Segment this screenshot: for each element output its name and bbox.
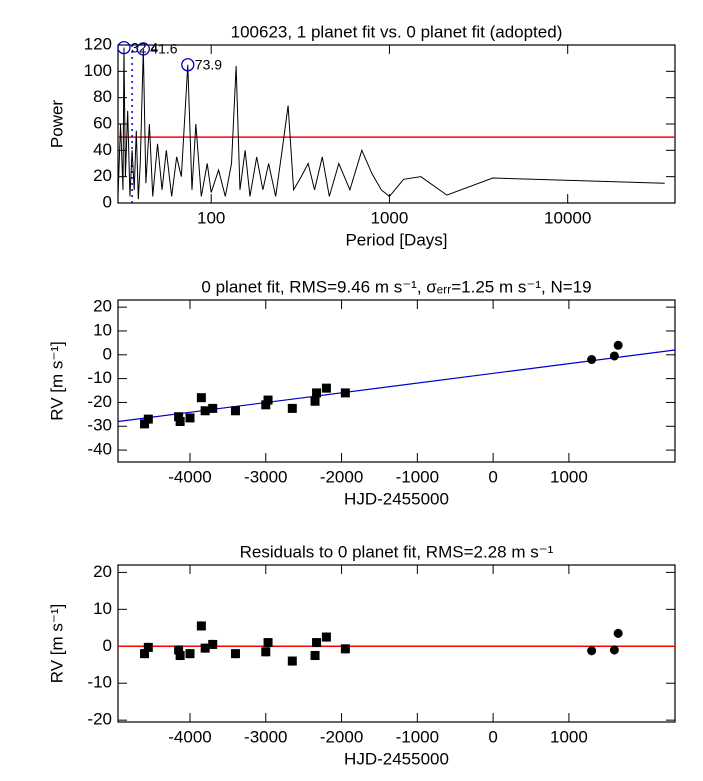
data-point xyxy=(230,406,240,416)
x-tick-label: -1000 xyxy=(396,727,439,746)
data-point xyxy=(185,649,195,659)
y-tick-label: -10 xyxy=(87,368,112,387)
data-point xyxy=(263,638,273,648)
y-axis-label: RV [m s⁻¹] xyxy=(47,604,66,684)
chart-title: Residuals to 0 planet fit, RMS=2.28 m s⁻… xyxy=(240,542,554,561)
x-tick-label: -4000 xyxy=(168,727,211,746)
data-point xyxy=(200,406,210,416)
x-tick-label: -4000 xyxy=(168,467,211,486)
data-point xyxy=(340,644,350,654)
data-point xyxy=(340,388,350,398)
data-point xyxy=(613,628,623,638)
x-tick-label: -1000 xyxy=(396,467,439,486)
data-point xyxy=(321,632,331,642)
data-point xyxy=(208,403,218,413)
y-tick-label: 60 xyxy=(93,113,112,132)
y-tick-label: 20 xyxy=(93,166,112,185)
y-tick-label: -10 xyxy=(87,673,112,692)
data-point xyxy=(175,417,185,426)
data-point xyxy=(613,340,623,350)
plot-frame xyxy=(117,299,676,463)
data-point xyxy=(263,395,273,405)
y-tick-label: 20 xyxy=(93,297,112,316)
x-tick-label: 0 xyxy=(488,467,497,486)
data-point xyxy=(185,413,195,423)
plot-frame xyxy=(117,564,676,723)
y-tick-label: 120 xyxy=(84,34,112,53)
data-point xyxy=(175,651,185,661)
data-point xyxy=(310,396,320,406)
data-point xyxy=(261,400,271,410)
peak-label: 41.6 xyxy=(150,41,177,57)
data-point xyxy=(609,351,619,361)
peak-circle xyxy=(181,58,195,72)
data-point xyxy=(312,638,322,648)
data-point xyxy=(143,642,153,652)
x-tick-label: 0 xyxy=(488,727,497,746)
x-tick-label: -2000 xyxy=(320,727,363,746)
power-line xyxy=(117,47,665,200)
data-point xyxy=(208,639,218,649)
x-tick-label: -3000 xyxy=(244,727,287,746)
y-tick-label: -20 xyxy=(87,710,112,729)
x-tick-label: -2000 xyxy=(320,467,363,486)
y-axis-label: Power xyxy=(47,100,66,149)
data-point xyxy=(230,649,240,659)
data-point xyxy=(310,651,320,661)
x-tick-label: 1000 xyxy=(550,467,588,486)
y-tick-label: 0 xyxy=(103,636,112,655)
peak-circle xyxy=(136,42,150,56)
y-tick-label: 0 xyxy=(103,344,112,363)
data-point xyxy=(143,414,153,424)
x-tick-label: -3000 xyxy=(244,467,287,486)
data-point xyxy=(196,393,206,403)
y-tick-label: 10 xyxy=(93,599,112,618)
plot-frame xyxy=(117,44,676,204)
data-point xyxy=(261,647,271,657)
data-point xyxy=(174,645,184,655)
x-tick-label: 100 xyxy=(197,208,225,227)
data-point xyxy=(196,621,206,631)
x-tick-label: 1000 xyxy=(550,727,588,746)
data-point xyxy=(200,643,210,653)
y-tick-label: 10 xyxy=(93,320,112,339)
chart-title: 100623, 1 planet fit vs. 0 planet fit (a… xyxy=(231,22,563,41)
data-point xyxy=(587,355,597,365)
y-tick-label: -40 xyxy=(87,440,112,459)
x-axis-label: Period [Days] xyxy=(345,230,447,249)
y-tick-label: 80 xyxy=(93,87,112,106)
x-tick-label: 1000 xyxy=(371,208,409,227)
y-tick-label: 0 xyxy=(103,192,112,211)
y-tick-label: -20 xyxy=(87,392,112,411)
data-point xyxy=(174,412,184,422)
data-point xyxy=(609,645,619,655)
data-point xyxy=(312,388,322,398)
data-point xyxy=(140,649,150,659)
y-tick-label: 40 xyxy=(93,140,112,159)
peak-label: 73.9 xyxy=(195,56,222,72)
y-tick-label: 20 xyxy=(93,562,112,581)
chart-title: 0 planet fit, RMS=9.46 m s⁻¹, σₑᵣᵣ=1.25 … xyxy=(201,277,591,296)
peak-circle xyxy=(117,40,131,55)
y-axis-label: RV [m s⁻¹] xyxy=(47,341,66,421)
data-point xyxy=(287,403,297,413)
y-tick-label: 100 xyxy=(84,61,112,80)
data-point xyxy=(140,419,150,429)
data-point xyxy=(587,646,597,656)
x-axis-label: HJD-2455000 xyxy=(344,749,449,768)
y-tick-label: -30 xyxy=(87,416,112,435)
data-point xyxy=(321,383,331,393)
data-point xyxy=(287,656,297,666)
x-tick-label: 10000 xyxy=(544,208,591,227)
x-axis-label: HJD-2455000 xyxy=(344,489,449,508)
